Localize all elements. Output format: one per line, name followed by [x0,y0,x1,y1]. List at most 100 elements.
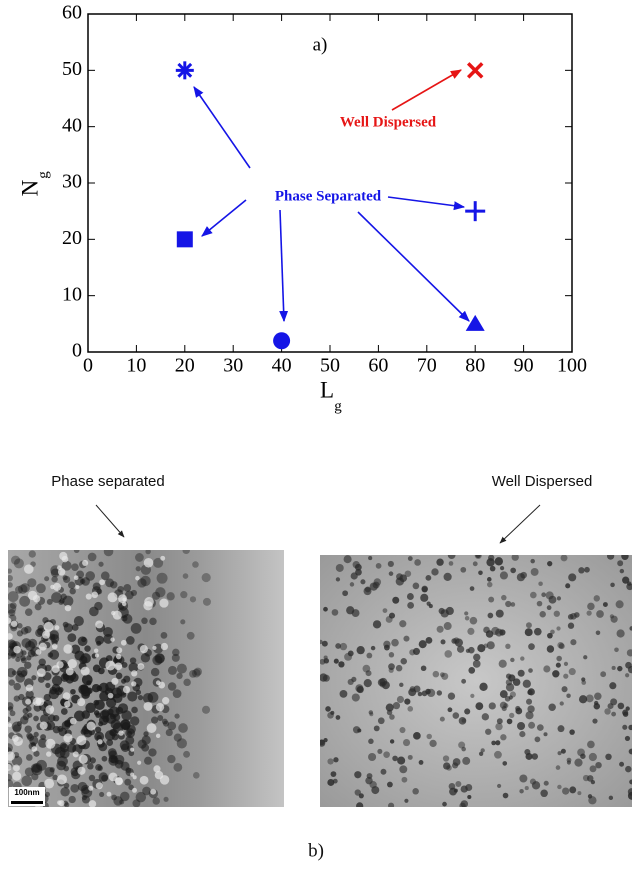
texture-dot [586,610,592,616]
texture-dot [20,655,26,662]
texture-dot [167,754,176,764]
texture-dot [626,649,632,657]
texture-dot [13,695,20,702]
texture-dot [406,593,414,600]
texture-dot [135,791,147,803]
point [465,201,486,222]
texture-dot [54,746,66,758]
texture-dot [335,577,341,582]
texture-dot [339,689,348,698]
texture-dot [487,581,493,588]
texture-dot [141,735,151,745]
texture-dot [130,623,142,634]
x-tick-label: 80 [465,355,485,377]
texture-dot [417,691,423,697]
texture-dot [70,688,76,695]
texture-spot [35,649,42,655]
texture-spot [75,584,80,590]
texture-dot [491,740,496,746]
texture-dot [94,699,105,711]
texture-dot [563,661,569,666]
panel-label: b) [308,840,324,861]
texture-dot [101,755,108,762]
texture-dot [28,550,36,558]
texture-dot [420,665,427,672]
texture-dot [546,645,555,653]
texture-dot [385,703,394,712]
texture-dot [96,640,102,646]
texture-dot [536,600,543,607]
texture-dot [151,591,161,600]
texture-spot [130,772,135,777]
x-tick-label: 100 [557,355,587,377]
texture-dot [349,582,355,587]
texture-spot [63,644,73,654]
texture-dot [48,688,60,700]
texture-dot [494,557,504,566]
texture-dot [499,566,505,571]
texture-dot [407,556,413,561]
texture-dot [566,693,571,698]
texture-spot [158,681,166,689]
texture-spot [42,630,51,639]
texture-dot [25,690,34,699]
texture-spot [146,723,157,733]
texture-dot [412,647,421,655]
arrow [279,209,289,323]
point [273,332,291,350]
texture-dot [108,706,120,718]
texture-dot [60,708,68,715]
texture-dot [330,771,337,777]
texture-dot [145,550,151,555]
texture-dot [399,727,406,734]
texture-dot [617,702,625,710]
texture-dot [192,561,199,568]
texture-dot [508,695,513,700]
texture-dot [333,658,339,664]
texture-dot [83,729,93,738]
texture-dot [183,750,191,758]
texture-spot [94,653,99,658]
texture-dot [557,641,564,649]
texture-dot [137,695,144,701]
texture-dot [448,561,454,566]
texture-dot [382,608,388,614]
texture-dot [166,592,175,601]
texture-dot [73,550,80,554]
texture-dot [60,787,70,797]
texture-dot [144,756,153,765]
texture-dot [600,671,607,678]
texture-spot [137,663,145,671]
texture-dot [383,751,390,758]
texture-spot [32,697,42,706]
texture-dot [610,698,618,706]
texture-spot [25,698,32,705]
texture-dot [413,732,421,740]
texture-dot [132,799,141,807]
texture-spot [93,648,99,653]
texture-dot [8,609,16,617]
texture-dot [524,786,529,791]
texture-dot [511,555,519,561]
texture-dot [512,678,521,686]
texture-dot [103,550,114,557]
texture-spot [159,598,169,608]
texture-dot [135,566,141,572]
texture-dot [533,627,542,636]
texture-dot [559,701,564,706]
texture-dot [105,681,116,692]
texture-dot [73,616,84,627]
texture-dot [625,765,632,773]
texture-dot [447,555,456,560]
texture-dot [58,599,64,605]
texture-dot [617,560,624,567]
texture-dot [335,715,341,720]
texture-dot [202,597,211,606]
texture-spot [116,647,123,654]
texture-dot [48,633,56,641]
texture-dot [562,787,570,795]
texture-dot [100,571,110,581]
texture-dot [360,579,366,585]
texture-dot [342,590,349,597]
texture-dot [95,712,101,718]
